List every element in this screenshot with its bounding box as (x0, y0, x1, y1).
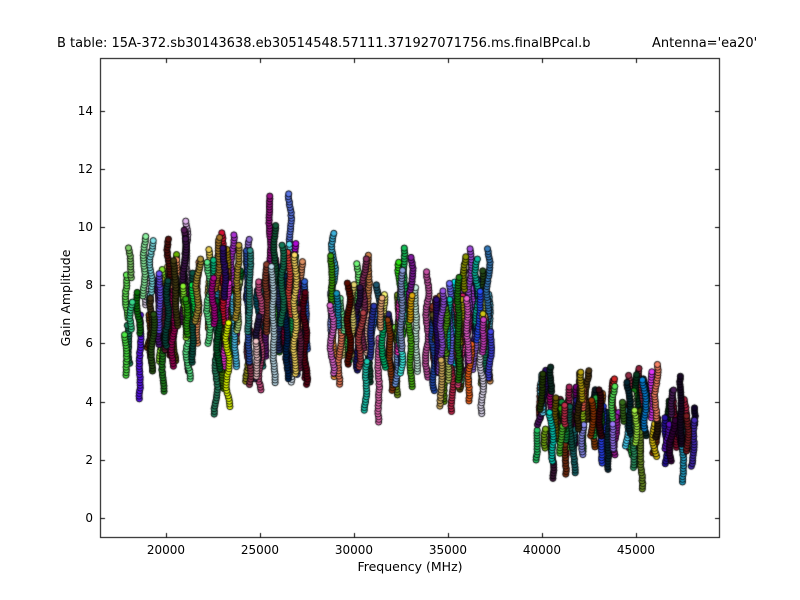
x-tick-label: 20000 (146, 543, 186, 557)
x-axis-label: Frequency (MHz) (357, 559, 463, 574)
y-tick-label: 8 (85, 278, 93, 293)
x-tick-label: 45000 (616, 543, 656, 557)
plot-title: B table: 15A-372.sb30143638.eb30514548.5… (57, 36, 591, 51)
x-tick-label: 30000 (334, 543, 374, 557)
y-tick-label: 14 (77, 103, 93, 118)
y-tick-label: 12 (77, 162, 93, 177)
y-tick-label: 2 (85, 452, 93, 467)
y-tick-label: 6 (85, 336, 93, 351)
y-tick-label: 0 (85, 510, 93, 525)
x-tick-label: 40000 (522, 543, 562, 557)
x-tick-label: 35000 (428, 543, 468, 557)
x-tick-label: 25000 (240, 543, 280, 557)
y-tick-label: 4 (85, 394, 93, 409)
antenna-label: Antenna='ea20' (652, 36, 758, 51)
y-tick-label: 10 (77, 220, 93, 235)
